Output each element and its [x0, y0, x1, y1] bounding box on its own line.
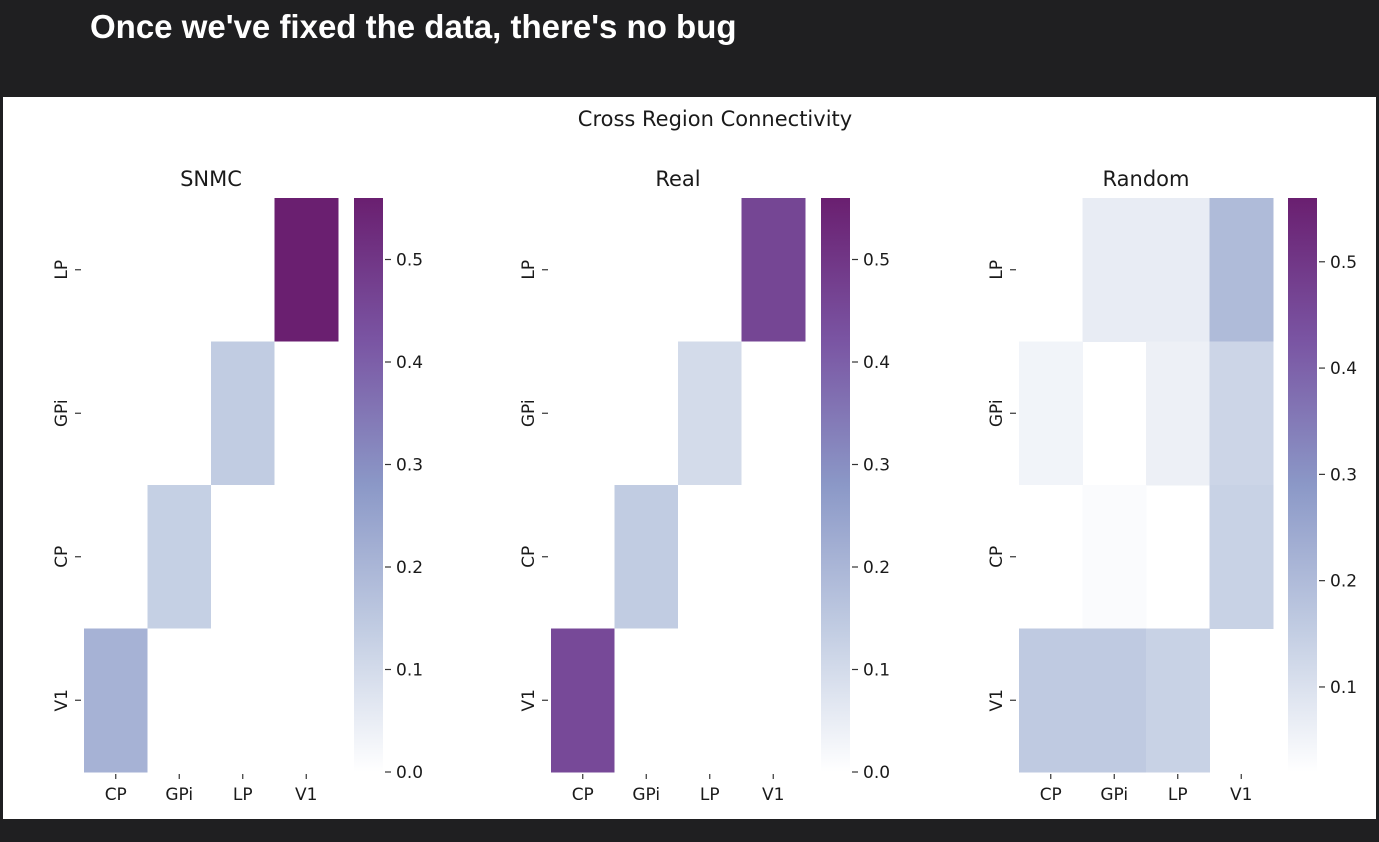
heatmap-panel: Real LP GPi CP V1 CP GPi LP V1 0.0 0.1 0.2 0.3 0.4 0.5: [519, 167, 890, 805]
heatmap-cell: [678, 485, 742, 629]
heatmap-cell: [1082, 485, 1147, 629]
y-tick-label: GPi: [52, 399, 72, 427]
heatmap-cell: [1209, 341, 1274, 486]
heatmap-cell: [211, 628, 275, 773]
heatmap-cell: [211, 341, 275, 486]
heatmap-cell: [147, 628, 212, 773]
heatmap-cell: [551, 485, 615, 629]
heatmap-cell: [147, 198, 212, 342]
heatmap-cell: [741, 341, 806, 486]
x-tick-label: CP: [1040, 785, 1062, 805]
colorbar-tick-label: 0.3: [863, 456, 890, 476]
heatmap-cell: [741, 628, 806, 773]
x-tick-label: V1: [762, 785, 784, 805]
heatmap-cell: [1146, 628, 1210, 773]
colorbar: [821, 198, 850, 772]
heatmap-cell: [1082, 628, 1147, 773]
heatmap-cell: [551, 198, 615, 342]
colorbar-tick-label: 0.1: [396, 661, 423, 681]
x-tick-label: CP: [105, 785, 127, 805]
heatmap-cell: [1019, 341, 1083, 486]
heatmap-cell: [274, 341, 339, 486]
heatmap-cell: [147, 341, 212, 486]
heatmap-cell: [1209, 198, 1274, 342]
y-tick-label: CP: [987, 546, 1007, 568]
heatmap-cell: [741, 198, 806, 342]
x-tick-label: GPi: [1100, 785, 1128, 805]
heatmap-cell: [84, 341, 148, 486]
colorbar-tick-label: 0.1: [1330, 678, 1357, 698]
connectivity-figure: Cross Region Connectivity SNMC LP GPi CP V1 C…: [52, 107, 1357, 805]
figure-panel: Cross Region Connectivity SNMC LP GPi CP V1 C…: [3, 97, 1376, 819]
y-tick-label: CP: [52, 546, 72, 568]
figure-suptitle: Cross Region Connectivity: [578, 107, 852, 131]
heatmap-cell: [614, 485, 679, 629]
heatmap-cell: [551, 341, 615, 486]
colorbar-tick-label: 0.5: [1330, 253, 1357, 273]
colorbar-tick-label: 0.1: [863, 661, 890, 681]
heatmap-cell: [211, 198, 275, 342]
heatmap-cell: [551, 628, 615, 773]
heatmap-panel: Random LP GPi CP V1 CP GPi LP V1 0.1 0.2 0.3 0.4 0.5: [987, 167, 1357, 805]
x-tick-label: LP: [233, 785, 253, 805]
colorbar-tick-label: 0.3: [396, 456, 423, 476]
heatmap-cell: [678, 341, 742, 486]
colorbar-tick-label: 0.5: [396, 251, 423, 271]
heatmap-cell: [147, 485, 212, 629]
x-tick-label: V1: [1230, 785, 1252, 805]
heatmap-cell: [274, 485, 339, 629]
x-tick-label: LP: [700, 785, 720, 805]
heatmap-cell: [1019, 485, 1083, 629]
colorbar-tick-label: 0.3: [1330, 465, 1357, 485]
colorbar-tick-label: 0.0: [396, 763, 423, 783]
colorbar-tick-label: 0.2: [863, 558, 890, 578]
x-tick-label: CP: [572, 785, 594, 805]
y-tick-label: CP: [519, 546, 539, 568]
slide-title: Once we've fixed the data, there's no bu…: [90, 8, 737, 45]
panel-title: Random: [1103, 167, 1190, 191]
y-tick-label: V1: [519, 689, 539, 711]
colorbar-tick-label: 0.0: [863, 763, 890, 783]
colorbar: [1288, 198, 1317, 772]
y-tick-label: LP: [52, 260, 72, 280]
heatmap-cell: [274, 198, 339, 342]
x-tick-label: LP: [1168, 785, 1188, 805]
heatmap-cell: [84, 198, 148, 342]
colorbar-tick-label: 0.4: [1330, 359, 1357, 379]
y-tick-label: GPi: [519, 399, 539, 427]
colorbar: [354, 198, 383, 772]
heatmap-cell: [211, 485, 275, 629]
heatmap-cell: [1019, 628, 1083, 773]
heatmap-cell: [84, 628, 148, 773]
heatmap-cell: [1082, 198, 1147, 342]
x-tick-label: V1: [295, 785, 317, 805]
heatmap-cell: [614, 198, 679, 342]
colorbar-tick-label: 0.5: [863, 251, 890, 271]
panel-title: SNMC: [180, 167, 242, 191]
colorbar-tick-label: 0.4: [863, 353, 890, 373]
colorbar-tick-label: 0.2: [1330, 572, 1357, 592]
y-tick-label: LP: [519, 260, 539, 280]
heatmap-cell: [1146, 198, 1210, 342]
heatmap-cell: [84, 485, 148, 629]
heatmap-cell: [678, 628, 742, 773]
y-tick-label: V1: [52, 689, 72, 711]
y-tick-label: GPi: [987, 399, 1007, 427]
heatmap-cell: [678, 198, 742, 342]
heatmap-panel: SNMC LP GPi CP V1 CP GPi LP V1 0.0 0.1 0.2 0.3 0.4 0.5: [52, 167, 423, 805]
heatmap-cell: [1209, 485, 1274, 629]
x-tick-label: GPi: [632, 785, 660, 805]
heatmap-cell: [741, 485, 806, 629]
heatmap-cell: [1146, 341, 1210, 486]
heatmap-cell: [614, 341, 679, 486]
heatmap-cell: [614, 628, 679, 773]
panel-title: Real: [655, 167, 700, 191]
heatmap-cell: [274, 628, 339, 773]
x-tick-label: GPi: [165, 785, 193, 805]
y-tick-label: LP: [987, 260, 1007, 280]
colorbar-tick-label: 0.2: [396, 558, 423, 578]
colorbar-tick-label: 0.4: [396, 353, 423, 373]
y-tick-label: V1: [987, 689, 1007, 711]
